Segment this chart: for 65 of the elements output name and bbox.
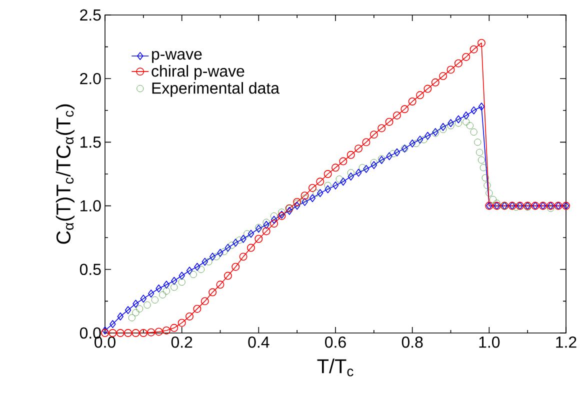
point (128, 314, 136, 322)
point (454, 120, 462, 127)
point (358, 164, 366, 172)
point (486, 190, 493, 197)
point (412, 140, 420, 147)
point (244, 230, 251, 238)
point (312, 190, 320, 197)
y-tick-label: 2.0 (80, 72, 101, 84)
x-tick-label: 1.2 (556, 336, 576, 348)
point (347, 169, 354, 176)
y-tick-label: 1.5 (80, 136, 101, 148)
x-tick-label: 0.8 (402, 336, 423, 348)
point (205, 258, 212, 266)
point (220, 248, 228, 256)
point (470, 128, 478, 136)
point (132, 309, 140, 316)
point (466, 122, 474, 130)
x-tick-label: 0.4 (248, 336, 270, 348)
point (462, 118, 470, 126)
point (512, 204, 520, 211)
point (490, 196, 496, 203)
y-tick-label: 0.0 (80, 327, 101, 339)
point (190, 271, 197, 278)
point (440, 126, 447, 133)
point (278, 208, 286, 216)
point (482, 174, 489, 182)
point (301, 194, 308, 202)
x-axis-title: T/T$_{c}$ (317, 358, 354, 376)
point (447, 122, 454, 130)
point (212, 253, 220, 260)
point (474, 138, 482, 146)
point (270, 212, 278, 220)
point (484, 182, 491, 189)
point (170, 284, 178, 291)
legend-label: Experimental data (152, 82, 280, 97)
point (476, 148, 484, 156)
point (144, 302, 151, 309)
point (547, 204, 554, 212)
x-tick-label: 0.6 (325, 336, 346, 348)
point (480, 164, 487, 172)
point (236, 236, 243, 244)
point (198, 266, 205, 273)
point (336, 176, 343, 183)
point (390, 150, 397, 158)
point (136, 305, 144, 312)
point (493, 200, 500, 207)
x-tick-label: 0.2 (171, 336, 192, 348)
point (159, 291, 166, 298)
x-tick-label: 0.0 (94, 336, 116, 348)
x-tick-label: 1.0 (479, 336, 500, 348)
point (262, 218, 270, 226)
legend-label: p-wave (152, 50, 202, 63)
point (324, 182, 332, 189)
point (478, 156, 485, 164)
y-tick-label: 2.5 (80, 9, 101, 21)
point (228, 242, 236, 249)
point (178, 278, 186, 286)
y-tick-label: 1.0 (80, 200, 101, 212)
legend-label: chiral p-wave (152, 65, 244, 80)
point (420, 136, 428, 144)
point (162, 288, 170, 295)
point (370, 159, 378, 166)
text: C$_{α}$(T)T$_{c}$/TC$_{α}$(T$_{c}$) (56, 104, 74, 244)
y-tick-label: 0.5 (80, 264, 101, 276)
point (151, 296, 158, 304)
